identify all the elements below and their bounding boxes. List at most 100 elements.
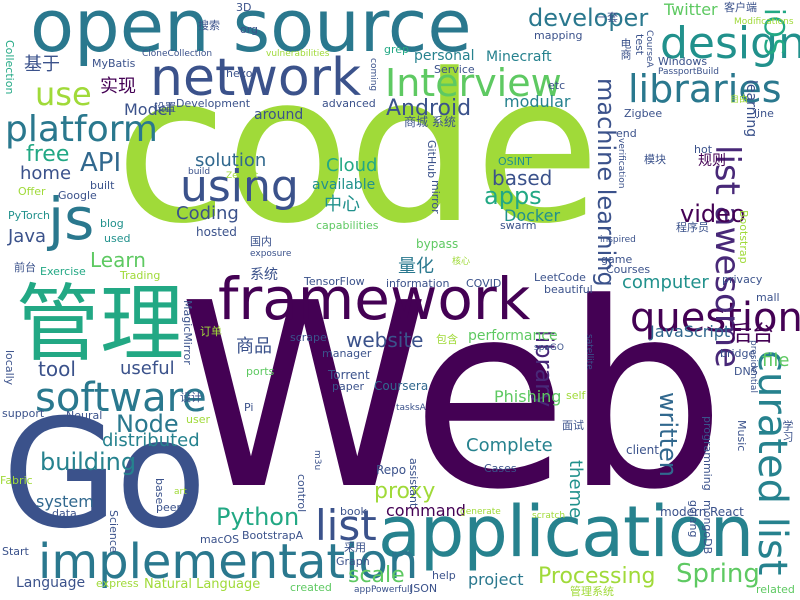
word-test: test [633,34,646,56]
word-react: React [710,505,744,519]
word-framework: framework [218,265,531,333]
word-locally: locally [3,350,16,386]
word-hosted: hosted [196,225,237,239]
word-api: API [80,148,122,178]
word-node: Node [116,410,179,438]
word-file: file [762,350,790,371]
word-graph: Graph [336,555,370,568]
word-dns: DNS [734,365,758,378]
word-computer: computer [622,272,709,293]
word-website: website [346,328,424,352]
word-verification: verification [616,138,626,189]
word-development: Development [176,97,251,110]
word-bypass: bypass [416,237,459,251]
word-assistant: assistant [407,458,420,508]
word-guanli: 管理 [16,275,185,373]
word-complete: Complete [466,435,553,456]
word-pytorch: PyTorch [8,209,51,222]
word-code: code [115,31,600,269]
word-trading: Trading [120,269,161,282]
word-programming: programming [701,416,714,491]
word-based: based [492,166,553,190]
word-mirror: mirror [429,180,442,214]
word-java: Java [8,226,47,247]
word-paper: paper [332,380,364,393]
word-apppowerfull: appPowerfull [354,585,413,595]
word-coming: coming [368,58,378,92]
word-art: art [174,487,187,497]
word-modifications: Modifications [734,17,794,27]
word-coursea: CourseA [644,30,654,68]
word-lianghua: 量化 [398,256,434,277]
word-used: used [104,232,131,245]
word-processing: Processing [538,564,656,589]
word-hexo: hexo [226,67,253,80]
word-curated-list: curated list [749,350,795,576]
word-pi: Pi [244,401,254,414]
word-help: help [432,569,456,582]
word-zhongxin: 中心 [324,194,360,215]
word-clonecollection: CloneCollection [142,49,213,59]
word-information: information [386,277,450,290]
word-shangpin: 商品 [236,336,272,357]
word-free: free [26,142,70,167]
word-video: video [680,200,746,228]
word-available: available [312,177,376,193]
word-python: Python [216,503,300,531]
word-shezhi: 设置 [154,101,176,114]
word-related: related [756,583,795,596]
word-data: data [52,507,77,520]
word-kehuduan: 客户端 [724,1,757,14]
word-passportbuild: PassportBuild [658,67,719,77]
word-created: created [290,581,332,594]
word-presidential: presidential [748,340,758,393]
word-zenbot: Zenbot [226,171,259,181]
word-system: system [36,492,94,511]
word-building: building [40,448,137,476]
word-implementation: implementation [38,534,419,590]
word-platform: platform [5,109,158,150]
word-line: line [754,107,774,120]
word-dianshang: 电商 [619,38,632,60]
word-performance: performance [468,328,558,344]
word-github: GitHub [425,140,438,179]
word-theme: theme [565,460,586,519]
word-coursera: Coursera [374,379,429,393]
word-privacy: privacy [722,273,763,286]
word-org: org [240,23,259,36]
word-exercise: Exercise [40,265,86,278]
word-list-awesome: list awesome [707,145,747,368]
word-js: js [48,185,95,253]
word-neural: Neural [66,409,103,422]
word-minecraft: Minecraft [486,49,552,65]
word-xuexi: 学习 [781,420,794,442]
word-home: home [20,163,72,184]
word-beautiful: beautiful [544,283,593,296]
word-useful: useful [120,358,175,379]
word-m3u: m3u [312,450,322,471]
word-mokuai: 模块 [644,153,666,166]
word-generate: generate [460,507,501,517]
word-javascript: JavaScript [650,322,731,341]
word-capabilities: capabilities [316,219,379,232]
word-cases: Cases [484,462,517,475]
word-sheji: 设计 [180,391,202,404]
word-grep: grep [384,43,410,56]
word-express: express [96,577,139,590]
word-end: end [616,127,637,140]
word-guize: 规则 [698,153,726,169]
word-torrent: Torrent [328,368,370,382]
word-project: project [468,570,524,589]
word-blog: blog [100,217,124,230]
word-software: software [35,375,207,421]
word-libraries: libraries [628,67,782,111]
word-music: Music [735,420,748,452]
word-ios: iOS [758,8,791,56]
word-mapping: mapping [534,29,583,42]
word-command: command [386,501,466,520]
word-caiyong: 采用 [344,541,366,554]
word-xitong: 系统 [250,267,278,283]
word-advanced: advanced [322,97,376,110]
word-learn: Learn [90,248,146,272]
word-offer: Offer [18,185,46,198]
